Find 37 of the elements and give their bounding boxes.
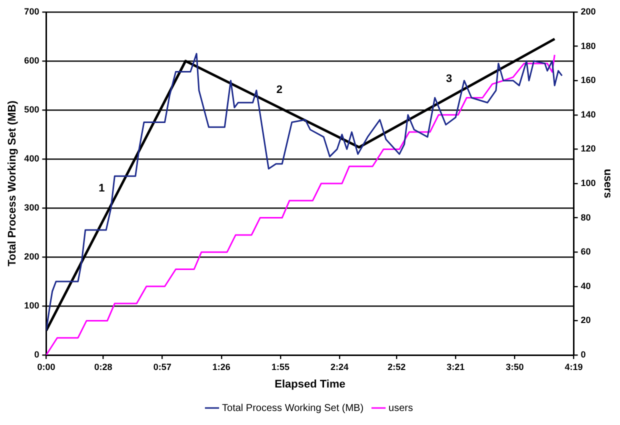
x-tick-label: 0:57	[153, 362, 172, 372]
y2-tick-label: 100	[580, 178, 596, 188]
y2-tick-label: 40	[580, 280, 591, 291]
y2-tick-label: 0	[580, 349, 586, 360]
x-tick-label: 3:50	[506, 362, 524, 372]
y-tick-label: 600	[24, 55, 40, 66]
y-tick-label: 0	[34, 349, 40, 360]
y-tick-label: 200	[24, 251, 40, 262]
x-tick-label: 1:26	[212, 362, 230, 372]
x-tick-label: 0:28	[94, 362, 112, 372]
y2-tick-label: 60	[580, 246, 591, 257]
x-tick-label: 0:00	[37, 362, 56, 372]
x-tick-label: 2:52	[388, 362, 406, 372]
y2-tick-label: 200	[580, 6, 596, 16]
y-axis-title: Total Process Working Set (MB)	[6, 100, 19, 266]
y2-tick-label: 180	[580, 40, 596, 51]
y2-tick-label: 80	[580, 212, 591, 222]
x-tick-label: 3:21	[446, 362, 465, 372]
annotation: 1	[98, 182, 105, 194]
x-axis-title: Elapsed Time	[274, 378, 346, 390]
y-tick-label: 400	[24, 153, 40, 164]
y2-tick-label: 160	[580, 75, 596, 86]
annotation: 3	[446, 73, 452, 86]
x-tick-label: 2:24	[330, 362, 349, 372]
y-tick-label: 700	[24, 6, 40, 16]
y-tick-label: 100	[24, 300, 40, 310]
x-tick-label: 1:55	[271, 362, 290, 372]
y2-tick-label: 120	[580, 144, 596, 154]
y2-axis-title: users	[601, 168, 614, 198]
legend-label: Total Process Working Set (MB)	[222, 402, 364, 414]
annotation: 2	[276, 84, 282, 96]
y2-tick-label: 20	[580, 315, 591, 326]
y-tick-label: 500	[24, 104, 40, 114]
legend-label: users	[388, 402, 413, 414]
y-tick-label: 300	[24, 202, 40, 212]
y2-tick-label: 140	[580, 109, 596, 120]
x-tick-label: 4:19	[564, 362, 583, 372]
